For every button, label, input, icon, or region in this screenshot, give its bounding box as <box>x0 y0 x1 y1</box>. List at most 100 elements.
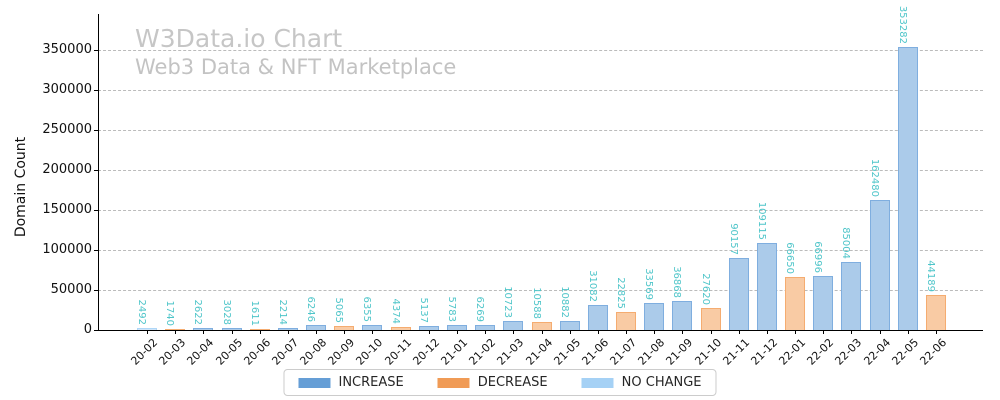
legend-swatch-no_change <box>581 377 614 388</box>
bar <box>503 321 524 330</box>
bar-value-label: 4374 <box>389 298 401 324</box>
legend-item-increase: INCREASE <box>298 375 404 390</box>
bar-value-label: 10723 <box>502 286 514 319</box>
bar-value-label: 6355 <box>361 296 373 322</box>
bar-value-label: 162480 <box>868 158 880 198</box>
bar-value-label: 353282 <box>896 6 908 45</box>
y-tick-mark <box>94 50 98 51</box>
bar-value-label: 109115 <box>755 201 767 240</box>
x-tick-mark <box>485 330 487 334</box>
bar <box>672 300 693 330</box>
x-tick-mark <box>259 330 261 334</box>
x-tick-mark <box>682 330 684 334</box>
x-tick-mark <box>147 330 148 334</box>
y-tick-mark <box>94 90 98 91</box>
y-tick-mark <box>94 330 98 331</box>
x-tick-mark <box>823 330 825 334</box>
chart-title: W3Data.io Chart <box>135 24 343 53</box>
bar-value-label: 2622 <box>192 299 204 325</box>
legend-label: INCREASE <box>338 375 404 390</box>
gridline <box>98 210 983 211</box>
bar-value-label: 44189 <box>925 259 936 292</box>
bar-value-label: 2492 <box>136 299 147 325</box>
x-tick-mark <box>428 330 430 334</box>
x-tick-mark <box>936 330 937 334</box>
x-tick-mark <box>400 330 402 334</box>
bar <box>644 303 665 330</box>
gridline <box>98 90 983 91</box>
x-tick-mark <box>795 330 797 334</box>
gridline <box>98 290 983 291</box>
x-tick-mark <box>316 330 318 334</box>
y-tick-label: 0 <box>83 322 92 337</box>
x-tick-mark <box>654 330 656 334</box>
y-tick-mark <box>94 250 98 251</box>
bar-value-label: 5783 <box>445 296 457 323</box>
bar-value-label: 3028 <box>220 299 232 325</box>
legend-label: DECREASE <box>477 375 548 390</box>
x-tick-mark <box>513 330 515 334</box>
legend-label: NO CHANGE <box>621 375 702 390</box>
x-tick-mark <box>456 330 458 334</box>
y-tick-label: 200000 <box>42 162 92 177</box>
x-axis-line <box>98 330 983 331</box>
bar <box>813 276 834 330</box>
bar <box>531 321 552 330</box>
y-tick-mark <box>94 210 98 211</box>
bar-value-label: 5137 <box>417 297 429 323</box>
bar-value-label: 5065 <box>333 297 345 323</box>
bar-value-label: 90157 <box>727 223 739 255</box>
gridline <box>98 50 983 51</box>
bar <box>306 325 327 330</box>
y-tick-mark <box>94 170 98 171</box>
bar-value-label: 36868 <box>671 265 683 298</box>
bar <box>897 47 918 330</box>
bar <box>193 327 214 330</box>
legend-item-no_change: NO CHANGE <box>581 375 702 390</box>
bar-value-label: 66650 <box>784 241 796 274</box>
legend-item-decrease: DECREASE <box>437 375 548 390</box>
y-tick-label: 150000 <box>42 202 92 217</box>
bar-value-label: 22825 <box>615 276 627 309</box>
bar-value-label: 31082 <box>586 270 598 303</box>
x-tick-mark <box>597 330 599 334</box>
bar <box>418 325 439 330</box>
x-tick-mark <box>569 330 571 334</box>
bar <box>362 324 383 330</box>
y-tick-label: 50000 <box>50 282 92 297</box>
bar-value-label: 1611 <box>248 300 260 326</box>
bar <box>559 321 580 330</box>
bar <box>785 276 806 330</box>
bar-value-label: 66996 <box>812 241 824 274</box>
bar-value-label: 6246 <box>305 296 317 322</box>
x-tick-mark <box>287 330 289 334</box>
bar <box>728 257 749 330</box>
bar-value-label: 33569 <box>643 268 655 301</box>
x-tick-mark <box>907 330 909 334</box>
x-tick-mark <box>766 330 768 334</box>
gridline <box>98 250 983 251</box>
bar <box>137 328 157 330</box>
bar-value-label: 2214 <box>276 299 288 326</box>
y-tick-mark <box>94 130 98 131</box>
y-tick-label: 250000 <box>42 122 92 137</box>
bar-value-label: 27620 <box>699 273 711 305</box>
bar <box>926 294 946 330</box>
legend-swatch-increase <box>298 377 331 388</box>
y-axis-line <box>98 14 99 330</box>
bar <box>756 242 777 330</box>
bar <box>587 305 608 330</box>
gridline <box>98 130 983 131</box>
x-tick-mark <box>738 330 740 334</box>
gridline <box>98 170 983 171</box>
bar <box>334 325 355 330</box>
x-tick-mark <box>203 330 205 334</box>
x-tick-mark <box>344 330 346 334</box>
bar <box>277 328 298 330</box>
y-tick-label: 100000 <box>42 242 92 257</box>
bar <box>390 326 411 330</box>
x-tick-mark <box>710 330 712 334</box>
legend-swatch-decrease <box>437 377 470 388</box>
bar-value-label: 10882 <box>558 286 570 319</box>
